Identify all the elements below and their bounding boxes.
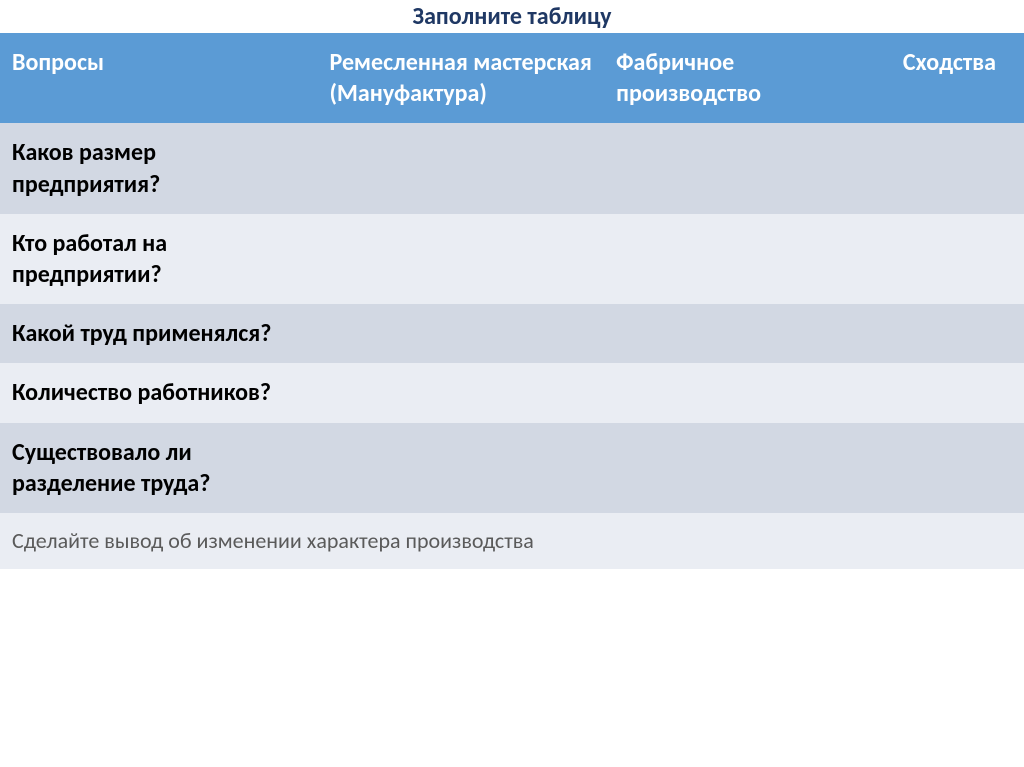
cell-workshop <box>317 123 604 213</box>
cell-workshop <box>317 214 604 304</box>
cell-workshop <box>317 304 604 363</box>
table-row: Какой труд применялся? <box>0 304 1024 363</box>
page-title: Заполните таблицу <box>0 0 1024 33</box>
question-cell: Кто работал на предприятии? <box>0 214 317 304</box>
question-cell: Каков размер предприятия? <box>0 123 317 213</box>
table-header-row: Вопросы Ремесленная мастерская (Мануфакт… <box>0 33 1024 123</box>
cell-workshop <box>317 363 604 422</box>
cell-factory <box>604 363 891 422</box>
header-factory: Фабричное производство <box>604 33 891 123</box>
cell-workshop <box>317 423 604 513</box>
question-cell: Существовало ли разделение труда? <box>0 423 317 513</box>
cell-factory <box>604 423 891 513</box>
cell-factory <box>604 304 891 363</box>
header-similarities: Сходства <box>891 33 1024 123</box>
cell-similarity <box>891 214 1024 304</box>
table-row: Каков размер предприятия? <box>0 123 1024 213</box>
header-questions: Вопросы <box>0 33 317 123</box>
table-row: Существовало ли разделение труда? <box>0 423 1024 513</box>
cell-similarity <box>891 423 1024 513</box>
question-cell: Количество работников? <box>0 363 317 422</box>
cell-factory <box>604 123 891 213</box>
footer-empty <box>891 513 1024 570</box>
table-row: Кто работал на предприятии? <box>0 214 1024 304</box>
cell-similarity <box>891 363 1024 422</box>
footer-instruction: Сделайте вывод об изменении характера пр… <box>0 513 891 570</box>
cell-factory <box>604 214 891 304</box>
cell-similarity <box>891 123 1024 213</box>
table-footer-row: Сделайте вывод об изменении характера пр… <box>0 513 1024 570</box>
question-cell: Какой труд применялся? <box>0 304 317 363</box>
table-row: Количество работников? <box>0 363 1024 422</box>
cell-similarity <box>891 304 1024 363</box>
header-workshop: Ремесленная мастерская (Мануфактура) <box>317 33 604 123</box>
comparison-table: Вопросы Ремесленная мастерская (Мануфакт… <box>0 33 1024 569</box>
